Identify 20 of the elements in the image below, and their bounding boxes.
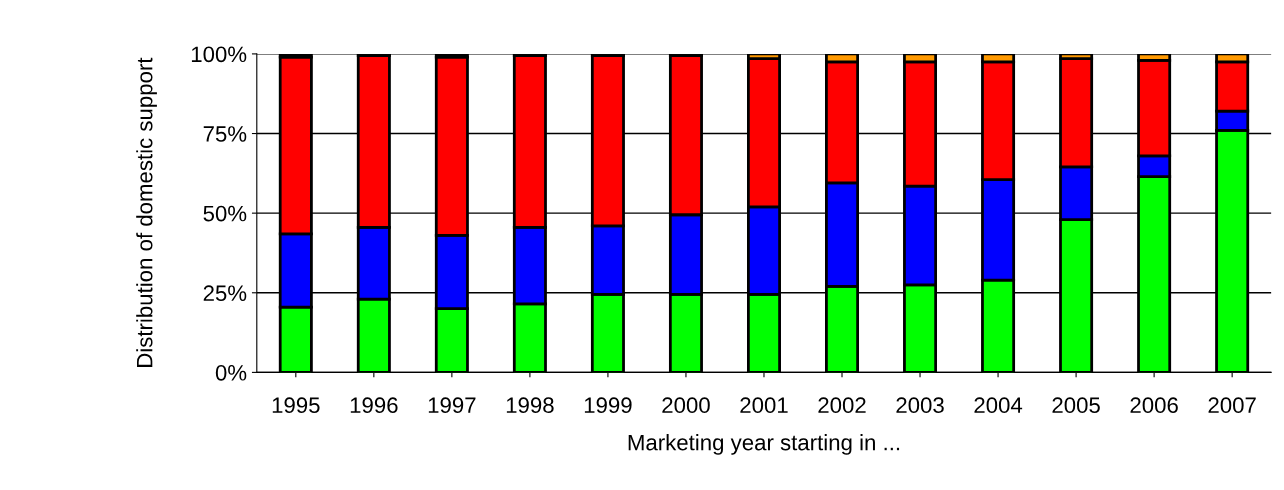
x-tick-label: 2006 [1130, 397, 1178, 414]
y-tick-label: 100% [191, 46, 247, 63]
x-tick-label: 1998 [506, 397, 554, 414]
x-tick-label: 2005 [1052, 397, 1100, 414]
y-tick-label: 50% [203, 205, 247, 222]
x-tick-label: 2004 [974, 397, 1023, 414]
x-axis-title: Marketing year starting in ... [628, 434, 900, 455]
x-tick-label: 2001 [740, 397, 788, 414]
y-axis-title: Distribution of domestic support [136, 57, 157, 367]
x-tick-label: 2003 [896, 397, 944, 414]
x-tick-label: 1999 [584, 397, 632, 414]
y-tick-label: 25% [203, 285, 247, 302]
x-tick-label: 1995 [272, 397, 320, 414]
x-tick-label: 2002 [818, 397, 866, 414]
y-tick-label: 0% [215, 364, 247, 381]
x-tick-label: 1997 [428, 397, 476, 414]
x-tick-label: 2000 [662, 397, 710, 414]
y-tick-label: 75% [203, 126, 247, 142]
x-tick-label: 2007 [1208, 397, 1256, 414]
x-tick-label: 1996 [350, 397, 398, 414]
